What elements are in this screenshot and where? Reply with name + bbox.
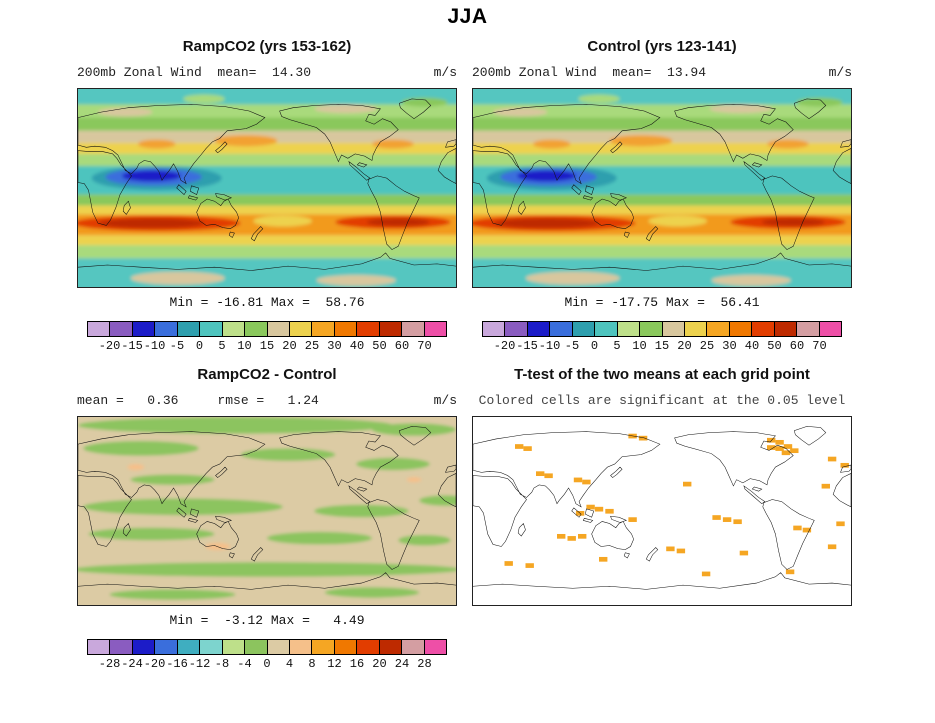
diff-colorbar [87, 639, 447, 655]
panel-rampco2-subtitle: 200mb Zonal Wind mean= 14.30 [77, 65, 312, 80]
wind-colorbar [482, 321, 842, 337]
wind-colorbar-ticks: -20 -15 -10 -5 0 5 10 15 20 25 30 40 50 60 70 [98, 339, 432, 353]
difference-map-svg [78, 417, 456, 605]
wind-colorbar [87, 321, 447, 337]
panel-rampco2-title: RampCO2 (yrs 153-162) [182, 38, 352, 55]
rampco2-wind-map-svg [78, 89, 456, 287]
diff-colorbar-ticks: -28 -24 -20 -16 -12 -8 -4 0 4 8 12 16 20 24 28 [98, 657, 432, 671]
panel-difference-title: RampCO2 - Control [197, 366, 337, 383]
panel-ttest-title: T-test of the two means at each grid poi… [514, 366, 810, 383]
ttest-map [472, 416, 852, 606]
panel-difference-units-label: m/s [433, 393, 457, 408]
wind-colorbar-ticks: -20 -15 -10 -5 0 5 10 15 20 25 30 40 50 60 70 [493, 339, 827, 353]
panel-rampco2-minmax: Min = -16.81 Max = 58.76 [169, 295, 365, 310]
control-wind-map [472, 88, 852, 288]
rampco2-wind-map [77, 88, 457, 288]
panel-difference-minmax: Min = -3.12 Max = 4.49 [169, 613, 365, 628]
page-title: JJA [447, 5, 488, 28]
panel-control-minmax: Min = -17.75 Max = 56.41 [564, 295, 760, 310]
significant-cells-layer [504, 433, 849, 577]
panel-rampco2-units-label: m/s [433, 65, 457, 80]
panel-rampco2-subtitle-row: 200mb Zonal Wind mean= 14.30 m/s [77, 65, 457, 83]
panel-control-units-label: m/s [828, 65, 852, 80]
panel-difference-subtitle: mean = 0.36 rmse = 1.24 [77, 393, 319, 408]
panel-difference: RampCO2 - Control mean = 0.36 rmse = 1.2… [77, 366, 457, 672]
panel-rampco2: RampCO2 (yrs 153-162) 200mb Zonal Wind m… [77, 38, 457, 354]
ttest-map-svg [473, 417, 851, 605]
panel-ttest-subtitle: Colored cells are significant at the 0.0… [478, 393, 846, 408]
panel-control: Control (yrs 123-141) 200mb Zonal Wind m… [472, 38, 852, 354]
difference-map [77, 416, 457, 606]
panel-ttest: T-test of the two means at each grid poi… [472, 366, 852, 606]
panel-control-subtitle: 200mb Zonal Wind mean= 13.94 [472, 65, 707, 80]
panel-control-title: Control (yrs 123-141) [587, 38, 737, 55]
control-wind-map-svg [473, 89, 851, 287]
panel-control-subtitle-row: 200mb Zonal Wind mean= 13.94 m/s [472, 65, 852, 83]
panel-difference-subtitle-row: mean = 0.36 rmse = 1.24 m/s [77, 393, 457, 411]
